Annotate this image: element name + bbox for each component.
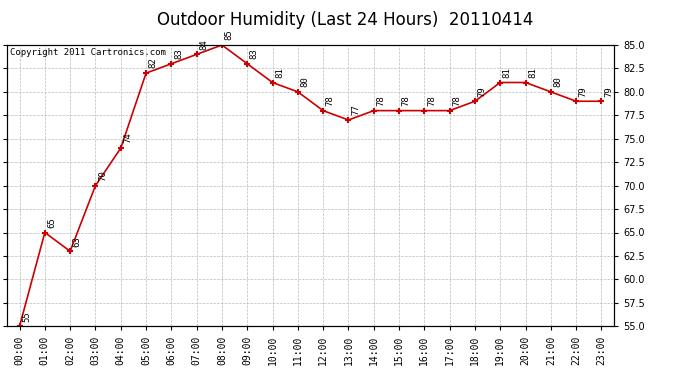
Text: 70: 70 <box>98 170 107 181</box>
Text: 55: 55 <box>22 311 31 322</box>
Text: 84: 84 <box>199 39 208 50</box>
Text: 81: 81 <box>275 67 284 78</box>
Text: 80: 80 <box>300 76 309 87</box>
Text: 74: 74 <box>124 133 132 144</box>
Text: 85: 85 <box>224 30 233 40</box>
Text: 81: 81 <box>503 67 512 78</box>
Text: 78: 78 <box>452 95 461 106</box>
Text: 78: 78 <box>326 95 335 106</box>
Text: 78: 78 <box>427 95 436 106</box>
Text: 77: 77 <box>351 105 360 116</box>
Text: 79: 79 <box>604 86 613 97</box>
Text: 65: 65 <box>48 217 57 228</box>
Text: Outdoor Humidity (Last 24 Hours)  20110414: Outdoor Humidity (Last 24 Hours) 2011041… <box>157 11 533 29</box>
Text: 80: 80 <box>553 76 562 87</box>
Text: 78: 78 <box>402 95 411 106</box>
Text: 83: 83 <box>174 48 183 59</box>
Text: Copyright 2011 Cartronics.com: Copyright 2011 Cartronics.com <box>10 48 166 57</box>
Text: 79: 79 <box>477 86 486 97</box>
Text: 82: 82 <box>148 58 157 68</box>
Text: 79: 79 <box>579 86 588 97</box>
Text: 78: 78 <box>376 95 385 106</box>
Text: 63: 63 <box>72 236 81 247</box>
Text: 81: 81 <box>528 67 537 78</box>
Text: 83: 83 <box>250 48 259 59</box>
